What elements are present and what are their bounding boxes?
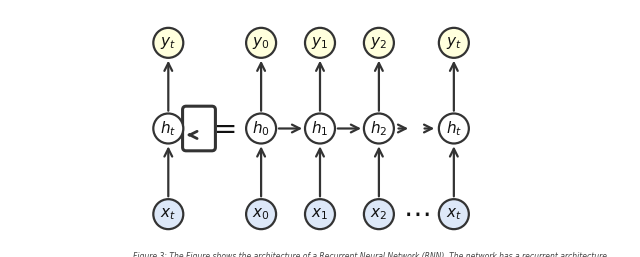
- Circle shape: [439, 199, 469, 229]
- Circle shape: [154, 114, 183, 143]
- Text: $y_{1}$: $y_{1}$: [312, 35, 328, 51]
- Circle shape: [246, 28, 276, 58]
- Text: $h_{2}$: $h_{2}$: [370, 119, 388, 138]
- Text: $\cdots$: $\cdots$: [403, 200, 429, 228]
- Text: $x_{0}$: $x_{0}$: [252, 206, 270, 222]
- Text: $h_{t}$: $h_{t}$: [446, 119, 462, 138]
- Circle shape: [305, 114, 335, 143]
- Circle shape: [364, 114, 394, 143]
- Circle shape: [154, 199, 183, 229]
- Text: $=$: $=$: [208, 115, 236, 142]
- Circle shape: [305, 28, 335, 58]
- Text: $y_{t}$: $y_{t}$: [161, 35, 176, 51]
- Circle shape: [439, 114, 469, 143]
- Circle shape: [439, 28, 469, 58]
- Text: $x_{2}$: $x_{2}$: [371, 206, 387, 222]
- Circle shape: [364, 199, 394, 229]
- Text: $h_{t}$: $h_{t}$: [160, 119, 177, 138]
- Text: $y_{t}$: $y_{t}$: [446, 35, 462, 51]
- Text: $h_{1}$: $h_{1}$: [311, 119, 329, 138]
- Text: $h_{0}$: $h_{0}$: [252, 119, 270, 138]
- Text: $y_{2}$: $y_{2}$: [371, 35, 387, 51]
- Text: $x_{t}$: $x_{t}$: [446, 206, 462, 222]
- Circle shape: [154, 28, 183, 58]
- Text: $x_{1}$: $x_{1}$: [312, 206, 328, 222]
- Circle shape: [305, 199, 335, 229]
- Circle shape: [364, 28, 394, 58]
- Text: $y_{0}$: $y_{0}$: [252, 35, 270, 51]
- Circle shape: [246, 199, 276, 229]
- Circle shape: [246, 114, 276, 143]
- Text: Figure 3: The Figure shows the architecture of a Recurrent Neural Network (RNN).: Figure 3: The Figure shows the architect…: [132, 252, 609, 257]
- Text: $x_{t}$: $x_{t}$: [161, 206, 176, 222]
